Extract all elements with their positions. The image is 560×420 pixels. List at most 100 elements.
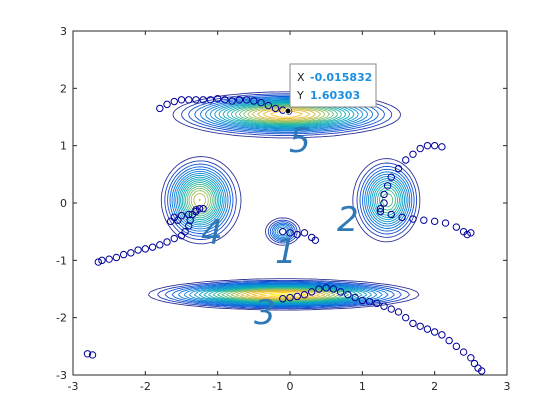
scatter-point bbox=[380, 302, 388, 310]
scatter-point bbox=[336, 288, 345, 296]
contour-level-line bbox=[198, 108, 326, 300]
scatter-point bbox=[470, 359, 479, 368]
annotation-3: 3 bbox=[254, 293, 276, 333]
scatter-point bbox=[409, 150, 417, 158]
scatter-point bbox=[430, 141, 439, 150]
data-tip-x-label: X bbox=[297, 71, 305, 84]
scatter-point bbox=[177, 211, 186, 220]
data-tip-box bbox=[289, 63, 377, 108]
contour-level-line bbox=[147, 91, 421, 311]
contour-level-line bbox=[188, 105, 340, 302]
scatter-point bbox=[380, 190, 388, 199]
scatter-point bbox=[105, 255, 113, 263]
scatter-point bbox=[148, 243, 157, 251]
scatter-point bbox=[192, 207, 200, 216]
scatter-point bbox=[438, 331, 446, 339]
scatter-point bbox=[467, 354, 475, 362]
scatter-point bbox=[467, 229, 475, 237]
scatter-point bbox=[228, 97, 236, 105]
x-tick-label: 1 bbox=[359, 380, 366, 393]
scatter-point bbox=[213, 94, 222, 103]
scatter-point bbox=[300, 291, 309, 299]
scatter-point bbox=[271, 104, 280, 113]
scatter-point bbox=[293, 292, 301, 301]
contour-level-line bbox=[169, 96, 413, 308]
y-tick-label: 0 bbox=[60, 197, 67, 210]
scatter-point bbox=[398, 213, 406, 222]
scatter-point bbox=[286, 229, 294, 237]
data-tip-y-label: Y bbox=[296, 89, 304, 102]
data-tip[interactable]: X -0.015832 Y 1.60303 bbox=[284, 63, 377, 115]
scatter-point bbox=[394, 308, 403, 316]
scatter-point bbox=[420, 216, 428, 224]
x-tick-label: 3 bbox=[504, 380, 511, 393]
scatter-point bbox=[387, 173, 395, 181]
scatter-point bbox=[376, 205, 385, 213]
annotation-1: 1 bbox=[275, 232, 297, 272]
scatter-point bbox=[459, 348, 468, 356]
scatter-point bbox=[286, 293, 294, 302]
scatter-point bbox=[358, 296, 367, 305]
scatter-point bbox=[365, 297, 374, 306]
scatter-point bbox=[441, 219, 450, 227]
scatter-point bbox=[156, 241, 164, 249]
data-tip-y-value: 1.60303 bbox=[310, 89, 360, 102]
scatter-point bbox=[279, 295, 287, 303]
scatter-point bbox=[185, 96, 193, 104]
y-tick-label: -1 bbox=[56, 254, 67, 267]
contour-level-line bbox=[193, 107, 331, 301]
scatter-point bbox=[156, 104, 164, 113]
scatter-point bbox=[477, 367, 486, 375]
scatter-point bbox=[293, 230, 301, 239]
x-tick-label: -2 bbox=[140, 380, 151, 393]
scatter-point bbox=[409, 215, 417, 223]
scatter-point bbox=[264, 101, 272, 110]
scatter-point bbox=[438, 143, 446, 151]
scatter-point bbox=[181, 227, 189, 236]
scatter-point bbox=[452, 223, 461, 231]
scatter-point bbox=[170, 97, 178, 106]
data-tip-x-value: -0.015832 bbox=[310, 71, 372, 84]
scatter-point bbox=[134, 246, 142, 254]
contour-level-line bbox=[190, 106, 336, 301]
annotation-2: 2 bbox=[337, 200, 359, 240]
contour-level-line bbox=[186, 104, 394, 302]
data-tip-marker bbox=[284, 107, 292, 115]
scatter-point bbox=[94, 258, 103, 266]
scatter-point bbox=[402, 313, 410, 322]
scatter-point bbox=[351, 293, 359, 302]
scatter-point bbox=[329, 285, 338, 293]
contour-lines bbox=[147, 91, 421, 311]
scatter-point bbox=[409, 319, 417, 328]
scatter-point bbox=[163, 100, 171, 109]
scatter-point bbox=[192, 96, 200, 104]
scatter-point bbox=[430, 217, 439, 226]
scatter-points bbox=[83, 94, 486, 375]
scatter-point bbox=[311, 236, 320, 244]
y-tick-label: 1 bbox=[60, 140, 67, 153]
scatter-point bbox=[380, 199, 388, 207]
contour-level-line bbox=[252, 110, 314, 299]
scatter-point bbox=[163, 238, 171, 246]
y-tick-label: -3 bbox=[56, 369, 67, 382]
scatter-point bbox=[170, 213, 178, 222]
scatter-point bbox=[83, 350, 92, 358]
scatter-point bbox=[423, 325, 432, 333]
handwritten-annotations: 5 4 2 1 3 bbox=[201, 121, 359, 333]
scatter-point bbox=[98, 256, 106, 265]
scatter-point bbox=[373, 299, 381, 308]
scatter-point bbox=[394, 164, 403, 173]
scatter-point bbox=[387, 305, 395, 313]
scatter-point bbox=[322, 284, 330, 292]
scatter-point bbox=[88, 351, 97, 359]
scatter-point bbox=[416, 144, 424, 153]
y-tick-label: 3 bbox=[60, 25, 67, 38]
scatter-point bbox=[170, 234, 178, 243]
scatter-point bbox=[308, 288, 316, 296]
scatter-point bbox=[199, 205, 207, 213]
y-tick-label: -2 bbox=[56, 312, 67, 325]
contour-level-line bbox=[164, 94, 415, 309]
scatter-point bbox=[452, 342, 461, 351]
